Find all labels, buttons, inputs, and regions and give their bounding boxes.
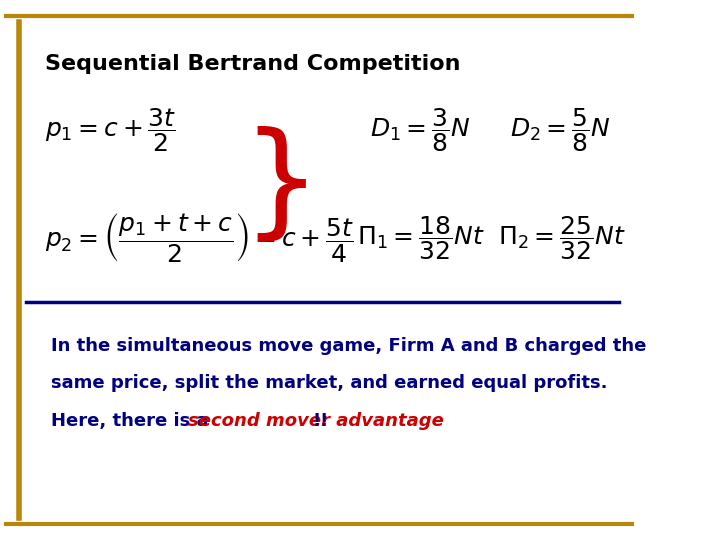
Text: Here, there is a: Here, there is a — [51, 412, 215, 430]
Text: second mover advantage: second mover advantage — [188, 412, 444, 430]
Text: $\}$: $\}$ — [241, 126, 307, 247]
Text: Sequential Bertrand Competition: Sequential Bertrand Competition — [45, 54, 460, 74]
Text: same price, split the market, and earned equal profits.: same price, split the market, and earned… — [51, 374, 608, 393]
Text: $p_2 = \left(\dfrac{p_1+t+c}{2}\right) = c + \dfrac{5t}{4}$: $p_2 = \left(\dfrac{p_1+t+c}{2}\right) =… — [45, 211, 354, 264]
Text: $D_1 = \dfrac{3}{8}N$: $D_1 = \dfrac{3}{8}N$ — [370, 106, 471, 153]
Text: In the simultaneous move game, Firm A and B charged the: In the simultaneous move game, Firm A an… — [51, 336, 647, 355]
Text: $\Pi_1 = \dfrac{18}{32}Nt$: $\Pi_1 = \dfrac{18}{32}Nt$ — [357, 214, 485, 261]
Text: $p_1 = c + \dfrac{3t}{2}$: $p_1 = c + \dfrac{3t}{2}$ — [45, 106, 176, 153]
Text: $\Pi_2 = \dfrac{25}{32}Nt$: $\Pi_2 = \dfrac{25}{32}Nt$ — [498, 214, 626, 261]
Text: $D_2 = \dfrac{5}{8}N$: $D_2 = \dfrac{5}{8}N$ — [510, 106, 611, 153]
Text: !!: !! — [312, 412, 329, 430]
